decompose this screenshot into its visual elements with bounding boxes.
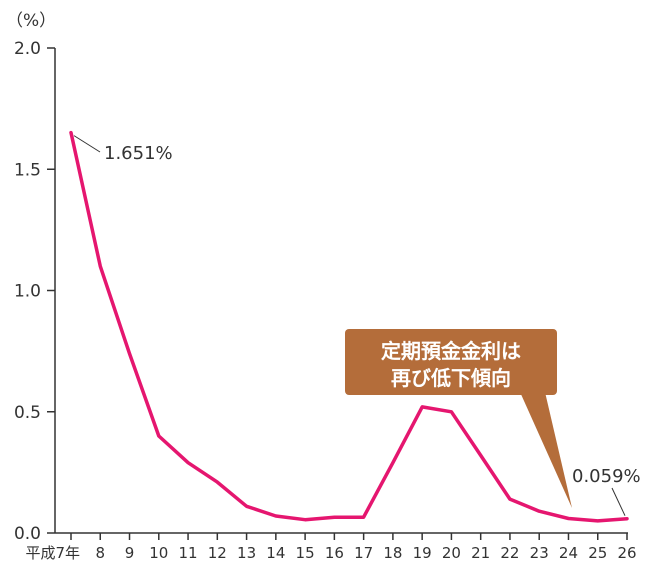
y-tick-label: 1.0 bbox=[14, 282, 41, 302]
y-tick-label: 2.0 bbox=[14, 39, 41, 59]
x-tick-label: 24 bbox=[559, 544, 578, 562]
y-unit-label: （%） bbox=[6, 11, 56, 31]
x-tick-label: 10 bbox=[149, 544, 168, 562]
start-value-label: 1.651% bbox=[104, 143, 173, 164]
x-tick-label: 12 bbox=[208, 544, 227, 562]
x-tick-label: 9 bbox=[125, 544, 135, 562]
x-tick-label: 19 bbox=[413, 544, 432, 562]
end-value-label: 0.059% bbox=[572, 466, 641, 487]
x-tick-label: 16 bbox=[325, 544, 344, 562]
end-value-leader bbox=[611, 487, 626, 516]
x-tick-label: 23 bbox=[530, 544, 549, 562]
x-tick-label: 18 bbox=[383, 544, 402, 562]
x-tick-label: 26 bbox=[617, 544, 636, 562]
x-tick-label: 平成7年 bbox=[25, 544, 80, 562]
x-tick-label: 15 bbox=[296, 544, 315, 562]
x-tick-label: 17 bbox=[354, 544, 373, 562]
start-value-leader bbox=[73, 135, 101, 153]
callout: 定期預金金利は 再び低下傾向 bbox=[345, 329, 572, 508]
y-tick-label: 0.5 bbox=[14, 403, 41, 423]
y-ticks: 0.0 0.5 1.0 1.5 2.0 bbox=[14, 39, 55, 544]
x-tick-label: 11 bbox=[179, 544, 198, 562]
x-tick-label: 22 bbox=[500, 544, 519, 562]
y-tick-label: 0.0 bbox=[14, 524, 41, 544]
callout-box bbox=[345, 329, 557, 395]
callout-pointer bbox=[520, 392, 572, 508]
x-tick-label: 13 bbox=[237, 544, 256, 562]
x-tick-label: 8 bbox=[95, 544, 105, 562]
x-tick-label: 14 bbox=[266, 544, 285, 562]
series-line bbox=[69, 130, 629, 523]
x-tick-label: 21 bbox=[471, 544, 490, 562]
x-tick-label: 20 bbox=[442, 544, 461, 562]
x-ticks: 平成7年 8 9 10 11 12 13 14 15 16 17 18 19 20 21 22 23 24 25 26 bbox=[25, 533, 637, 562]
x-tick-label: 25 bbox=[588, 544, 607, 562]
callout-line-2: 再び低下傾向 bbox=[391, 366, 511, 390]
callout-line-1: 定期預金金利は bbox=[381, 339, 521, 363]
y-tick-label: 1.5 bbox=[14, 160, 41, 180]
